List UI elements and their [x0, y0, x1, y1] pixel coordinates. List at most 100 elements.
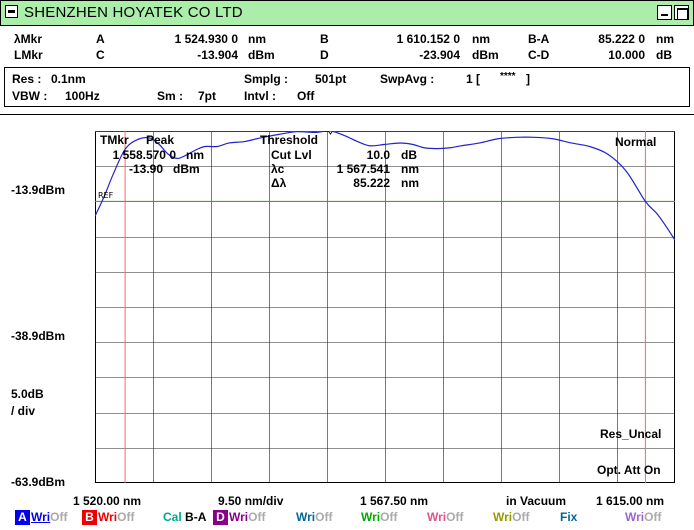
title-bar [0, 0, 694, 26]
sweep-average-label: SwpAvg : [380, 72, 435, 86]
x-axis-medium-label: in Vacuum [506, 494, 567, 508]
marker-c-value: -13.904 [197, 48, 238, 62]
peak-level: -13.90 [128, 162, 163, 176]
spectral-width-unit: nm [401, 176, 419, 190]
peak-label: Peak [146, 133, 175, 147]
trace-b-button[interactable]: B WriOff [82, 510, 134, 525]
trace-f-wri: Wri [361, 510, 381, 524]
y-scale-unit: / div [11, 404, 36, 418]
marker-b-label: B [320, 32, 329, 46]
resolution-label: Res : [12, 72, 42, 86]
plot-grid [95, 131, 675, 483]
measurement-parameters-panel [4, 67, 690, 107]
resolution-uncal-status: Res_Uncal [600, 427, 662, 441]
marker-a-unit: nm [248, 32, 266, 46]
trace-j-button[interactable]: WriOff [625, 510, 661, 524]
resolution-value: 0.1nm [51, 72, 86, 86]
sampling-value: 501pt [315, 72, 347, 86]
peak-wavelength: 1 558.570 0 [112, 148, 176, 162]
trace-h-button[interactable]: WriOff [493, 510, 529, 524]
trace-g-wri: Wri [427, 510, 447, 524]
trace-b-off: Off [117, 510, 135, 524]
y-axis-bottom-label: -63.9dBm [11, 475, 66, 489]
trace-marker-label: TMkr [100, 133, 129, 147]
trace-a-wri: Wri [31, 510, 51, 524]
cut-level-unit: dB [401, 148, 417, 162]
vbw-value: 100Hz [65, 89, 100, 103]
marker-cd-unit: dB [656, 48, 672, 62]
trace-j-wri: Wri [625, 510, 645, 524]
y-axis-top-label: -13.9dBm [11, 183, 66, 197]
trace-c-button[interactable]: Cal B-A [163, 510, 206, 524]
y-scale-value: 5.0dB [11, 387, 44, 401]
trace-e-button[interactable]: WriOff [296, 510, 332, 524]
trace-e-wri: Wri [296, 510, 316, 524]
center-wavelength-label: λc [271, 162, 285, 176]
threshold-label: Threshold [260, 133, 319, 147]
sweep-average-value: 1 [ [466, 72, 481, 86]
center-wavelength-value: 1 567.541 [336, 162, 390, 176]
trace-f-button[interactable]: WriOff [361, 510, 397, 524]
trace-b-box: B [82, 510, 97, 525]
marker-cd-label: C-D [528, 48, 550, 62]
sampling-label: Smplg : [244, 72, 288, 86]
trace-g-button[interactable]: WriOff [427, 510, 463, 524]
level-marker-label: LMkr [14, 48, 43, 62]
vbw-label: VBW : [12, 89, 48, 103]
ref-label: REF [98, 191, 114, 200]
minimize-button[interactable] [657, 5, 672, 20]
trace-d-button[interactable]: D WriOff [213, 510, 265, 525]
marker-ba-value: 85.222 0 [598, 32, 645, 46]
window-title: SHENZHEN HOYATEK CO LTD [24, 4, 243, 21]
marker-c-unit: dBm [248, 48, 275, 62]
center-wavelength-unit: nm [401, 162, 419, 176]
x-axis-stop-label: 1 615.00 nm [596, 494, 665, 508]
cut-level-label: Cut Lvl [271, 148, 312, 162]
marker-a-value: 1 524.930 0 [174, 32, 238, 46]
x-axis-center-label: 1 567.50 nm [360, 494, 429, 508]
trace-c-cal: Cal [163, 510, 182, 524]
marker-d-label: D [320, 48, 329, 62]
trace-d-box: D [213, 510, 228, 525]
marker-c-label: C [96, 48, 105, 62]
marker-cd-value: 10.000 [608, 48, 645, 62]
spectrum-plot[interactable]: REF [95, 131, 675, 483]
marker-a-label: A [96, 32, 105, 46]
trace-d-off: Off [248, 510, 266, 524]
trace-layer [95, 131, 675, 241]
marker-ba-unit: nm [656, 32, 674, 46]
trace-b-wri: Wri [98, 510, 118, 524]
plot-border [95, 131, 675, 483]
marker-b-value: 1 610.152 0 [396, 32, 460, 46]
interval-label: Intvl : [244, 89, 276, 103]
y-axis-mid-label: -38.9dBm [11, 329, 66, 343]
x-axis-start-label: 1 520.00 nm [73, 494, 142, 508]
maximize-button[interactable] [674, 5, 689, 20]
trace-f-off: Off [380, 510, 398, 524]
spectral-width-label: Δλ [271, 176, 287, 190]
smoothing-label: Sm : [157, 89, 184, 103]
sweep-average-stars: **** [500, 71, 516, 82]
lambda-marker-label: λMkr [14, 32, 43, 46]
trace-j-off: Off [644, 510, 662, 524]
optical-attenuator-status: Opt. Att On [597, 463, 661, 477]
trace-i-fix: Fix [560, 510, 578, 524]
graph-area [0, 114, 694, 530]
window-menu-icon[interactable] [5, 5, 18, 18]
peak-level-unit: dBm [173, 162, 200, 176]
x-axis-span-label: 9.50 nm/div [218, 494, 284, 508]
marker-ba-label: B-A [528, 32, 550, 46]
trace-g-off: Off [446, 510, 464, 524]
display-mode: Normal [615, 135, 657, 149]
trace-h-off: Off [512, 510, 530, 524]
spectral-width-value: 85.222 [353, 176, 390, 190]
marker-lines [95, 131, 675, 483]
trace-h-wri: Wri [493, 510, 513, 524]
trace-e-off: Off [315, 510, 333, 524]
trace-a-off: Off [50, 510, 68, 524]
trace-a-button[interactable]: A WriOff [15, 510, 67, 525]
marker-b-unit: nm [472, 32, 490, 46]
trace-i-button[interactable]: Fix [560, 510, 577, 524]
marker-d-value: -23.904 [419, 48, 460, 62]
marker-d-unit: dBm [472, 48, 499, 62]
